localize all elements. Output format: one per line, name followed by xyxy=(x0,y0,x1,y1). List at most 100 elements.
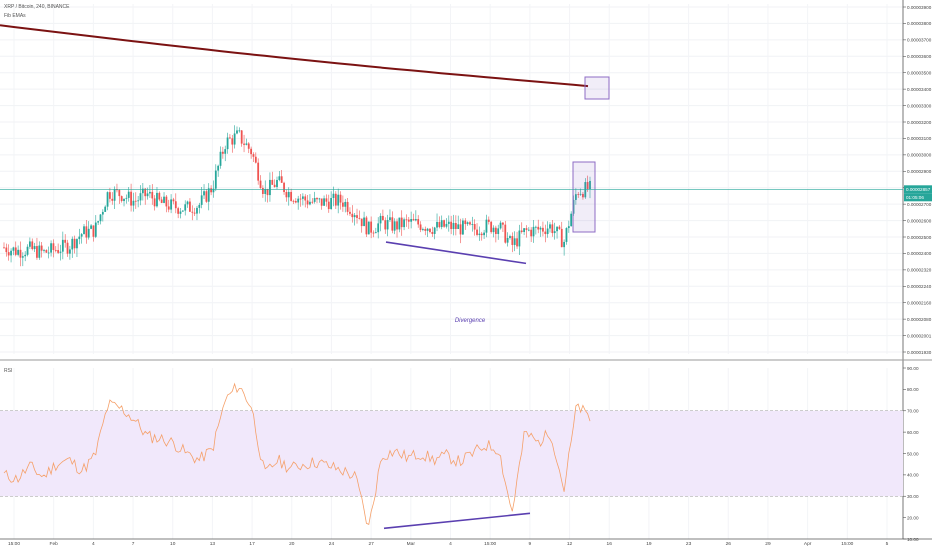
price-axis-label: 0.00002600 xyxy=(907,218,932,223)
time-axis-label: 19 xyxy=(646,541,652,547)
rsi-axis-label: 70.00 xyxy=(907,409,919,414)
candle-body xyxy=(7,252,10,256)
candle-body xyxy=(141,188,144,194)
candle-body xyxy=(502,222,504,225)
candle-body xyxy=(323,198,325,206)
candle-body xyxy=(170,199,172,210)
candle-body xyxy=(224,149,227,154)
candle-body xyxy=(238,130,241,132)
candle-body xyxy=(217,165,220,171)
candle-body xyxy=(137,200,140,202)
candle-body xyxy=(287,191,290,198)
price-axis-label: 0.00002900 xyxy=(907,169,932,174)
candle-body xyxy=(181,210,184,212)
candle-body xyxy=(280,176,283,183)
rsi-band xyxy=(0,410,903,497)
price-axis-label: 0.00003100 xyxy=(907,136,932,141)
price-axis-label: 0.00003000 xyxy=(907,153,932,158)
price-axis-label: 0.00002240 xyxy=(907,284,932,289)
candle-body xyxy=(511,236,514,245)
indicator-label: Fib EMAs xyxy=(4,13,26,19)
candle-body xyxy=(560,228,563,248)
candle-body xyxy=(186,201,189,205)
price-axis-label: 0.00003900 xyxy=(907,5,932,10)
candle-body xyxy=(311,201,314,203)
candle-body xyxy=(436,221,438,228)
candle-body xyxy=(337,194,340,206)
rsi-axis-label: 20.00 xyxy=(907,515,919,520)
target-box[interactable] xyxy=(584,76,610,100)
candle-body xyxy=(85,226,88,238)
price-axis-label: 0.00002700 xyxy=(907,202,932,207)
candle-body xyxy=(14,247,17,255)
rsi-axis-label: 10.00 xyxy=(907,537,919,542)
candle-body xyxy=(318,198,321,200)
rsi-axis-label: 40.00 xyxy=(907,473,919,478)
candle-body xyxy=(207,188,210,202)
candle-body xyxy=(518,230,521,247)
candle-body xyxy=(10,250,12,256)
candle-body xyxy=(351,213,354,218)
candle-body xyxy=(104,206,107,212)
candle-body xyxy=(52,243,55,250)
candle-body xyxy=(304,196,307,201)
candle-body xyxy=(226,137,229,150)
time-axis-label: 15:00 xyxy=(8,541,20,547)
candle-body xyxy=(450,221,453,230)
candle-body xyxy=(360,218,363,227)
candle-body xyxy=(473,224,476,230)
candle-body xyxy=(64,239,67,243)
candle-body xyxy=(483,232,485,236)
candle-body xyxy=(330,197,333,210)
candle-body xyxy=(66,242,69,254)
candle-body xyxy=(492,227,495,233)
candle-body xyxy=(487,219,490,222)
candle-body xyxy=(200,195,203,205)
rsi-axis-label: 50.00 xyxy=(907,451,919,456)
time-axis-label: 16 xyxy=(607,541,613,547)
candle-body xyxy=(447,221,450,224)
candle-body xyxy=(165,196,168,207)
candle-body xyxy=(21,256,24,258)
candle-body xyxy=(341,202,344,207)
candle-body xyxy=(582,193,584,198)
candle-body xyxy=(106,192,109,207)
candle-body xyxy=(353,215,356,218)
candle-body xyxy=(19,249,22,258)
candle-body xyxy=(513,238,516,245)
candle-body xyxy=(97,221,100,223)
candle-body xyxy=(410,218,413,222)
price-axis-label: 0.00001930 xyxy=(907,350,932,355)
price-axis-label: 0.00002500 xyxy=(907,235,932,240)
candle-body xyxy=(506,238,509,243)
candle-body xyxy=(485,219,488,233)
candle-body xyxy=(120,196,123,202)
candle-body xyxy=(90,225,92,229)
candle-body xyxy=(172,199,175,202)
candle-body xyxy=(40,245,43,251)
time-axis-label: Mar xyxy=(407,541,416,547)
candle-body xyxy=(261,187,264,194)
time-axis-label: 5 xyxy=(886,541,889,547)
candle-body xyxy=(101,211,104,215)
candle-body xyxy=(584,182,587,198)
rsi-divergence-line xyxy=(383,512,531,530)
candle-body xyxy=(212,188,215,193)
candle-body xyxy=(221,151,224,154)
candle-body xyxy=(325,198,328,202)
candle-body xyxy=(73,238,76,249)
candle-body xyxy=(17,249,20,255)
candle-body xyxy=(80,234,83,237)
time-axis-label: 26 xyxy=(726,541,732,547)
candle-body xyxy=(116,189,118,191)
candle-body xyxy=(426,228,429,231)
breakout-box[interactable] xyxy=(572,161,596,233)
candle-body xyxy=(374,232,377,234)
candle-body xyxy=(377,223,380,233)
candle-body xyxy=(586,182,589,190)
candle-body xyxy=(424,229,427,231)
candle-body xyxy=(339,194,342,203)
candle-body xyxy=(563,241,566,248)
